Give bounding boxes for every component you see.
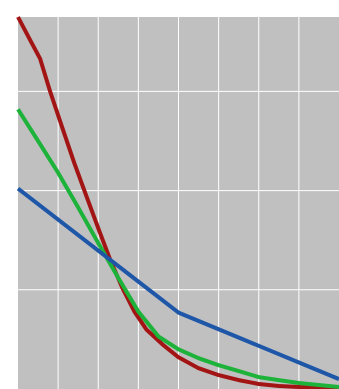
series-group [16,16,339,389]
series-line-3 [16,187,339,381]
series-line-1 [16,16,339,389]
grid [18,17,339,389]
series-line-2 [16,108,339,389]
